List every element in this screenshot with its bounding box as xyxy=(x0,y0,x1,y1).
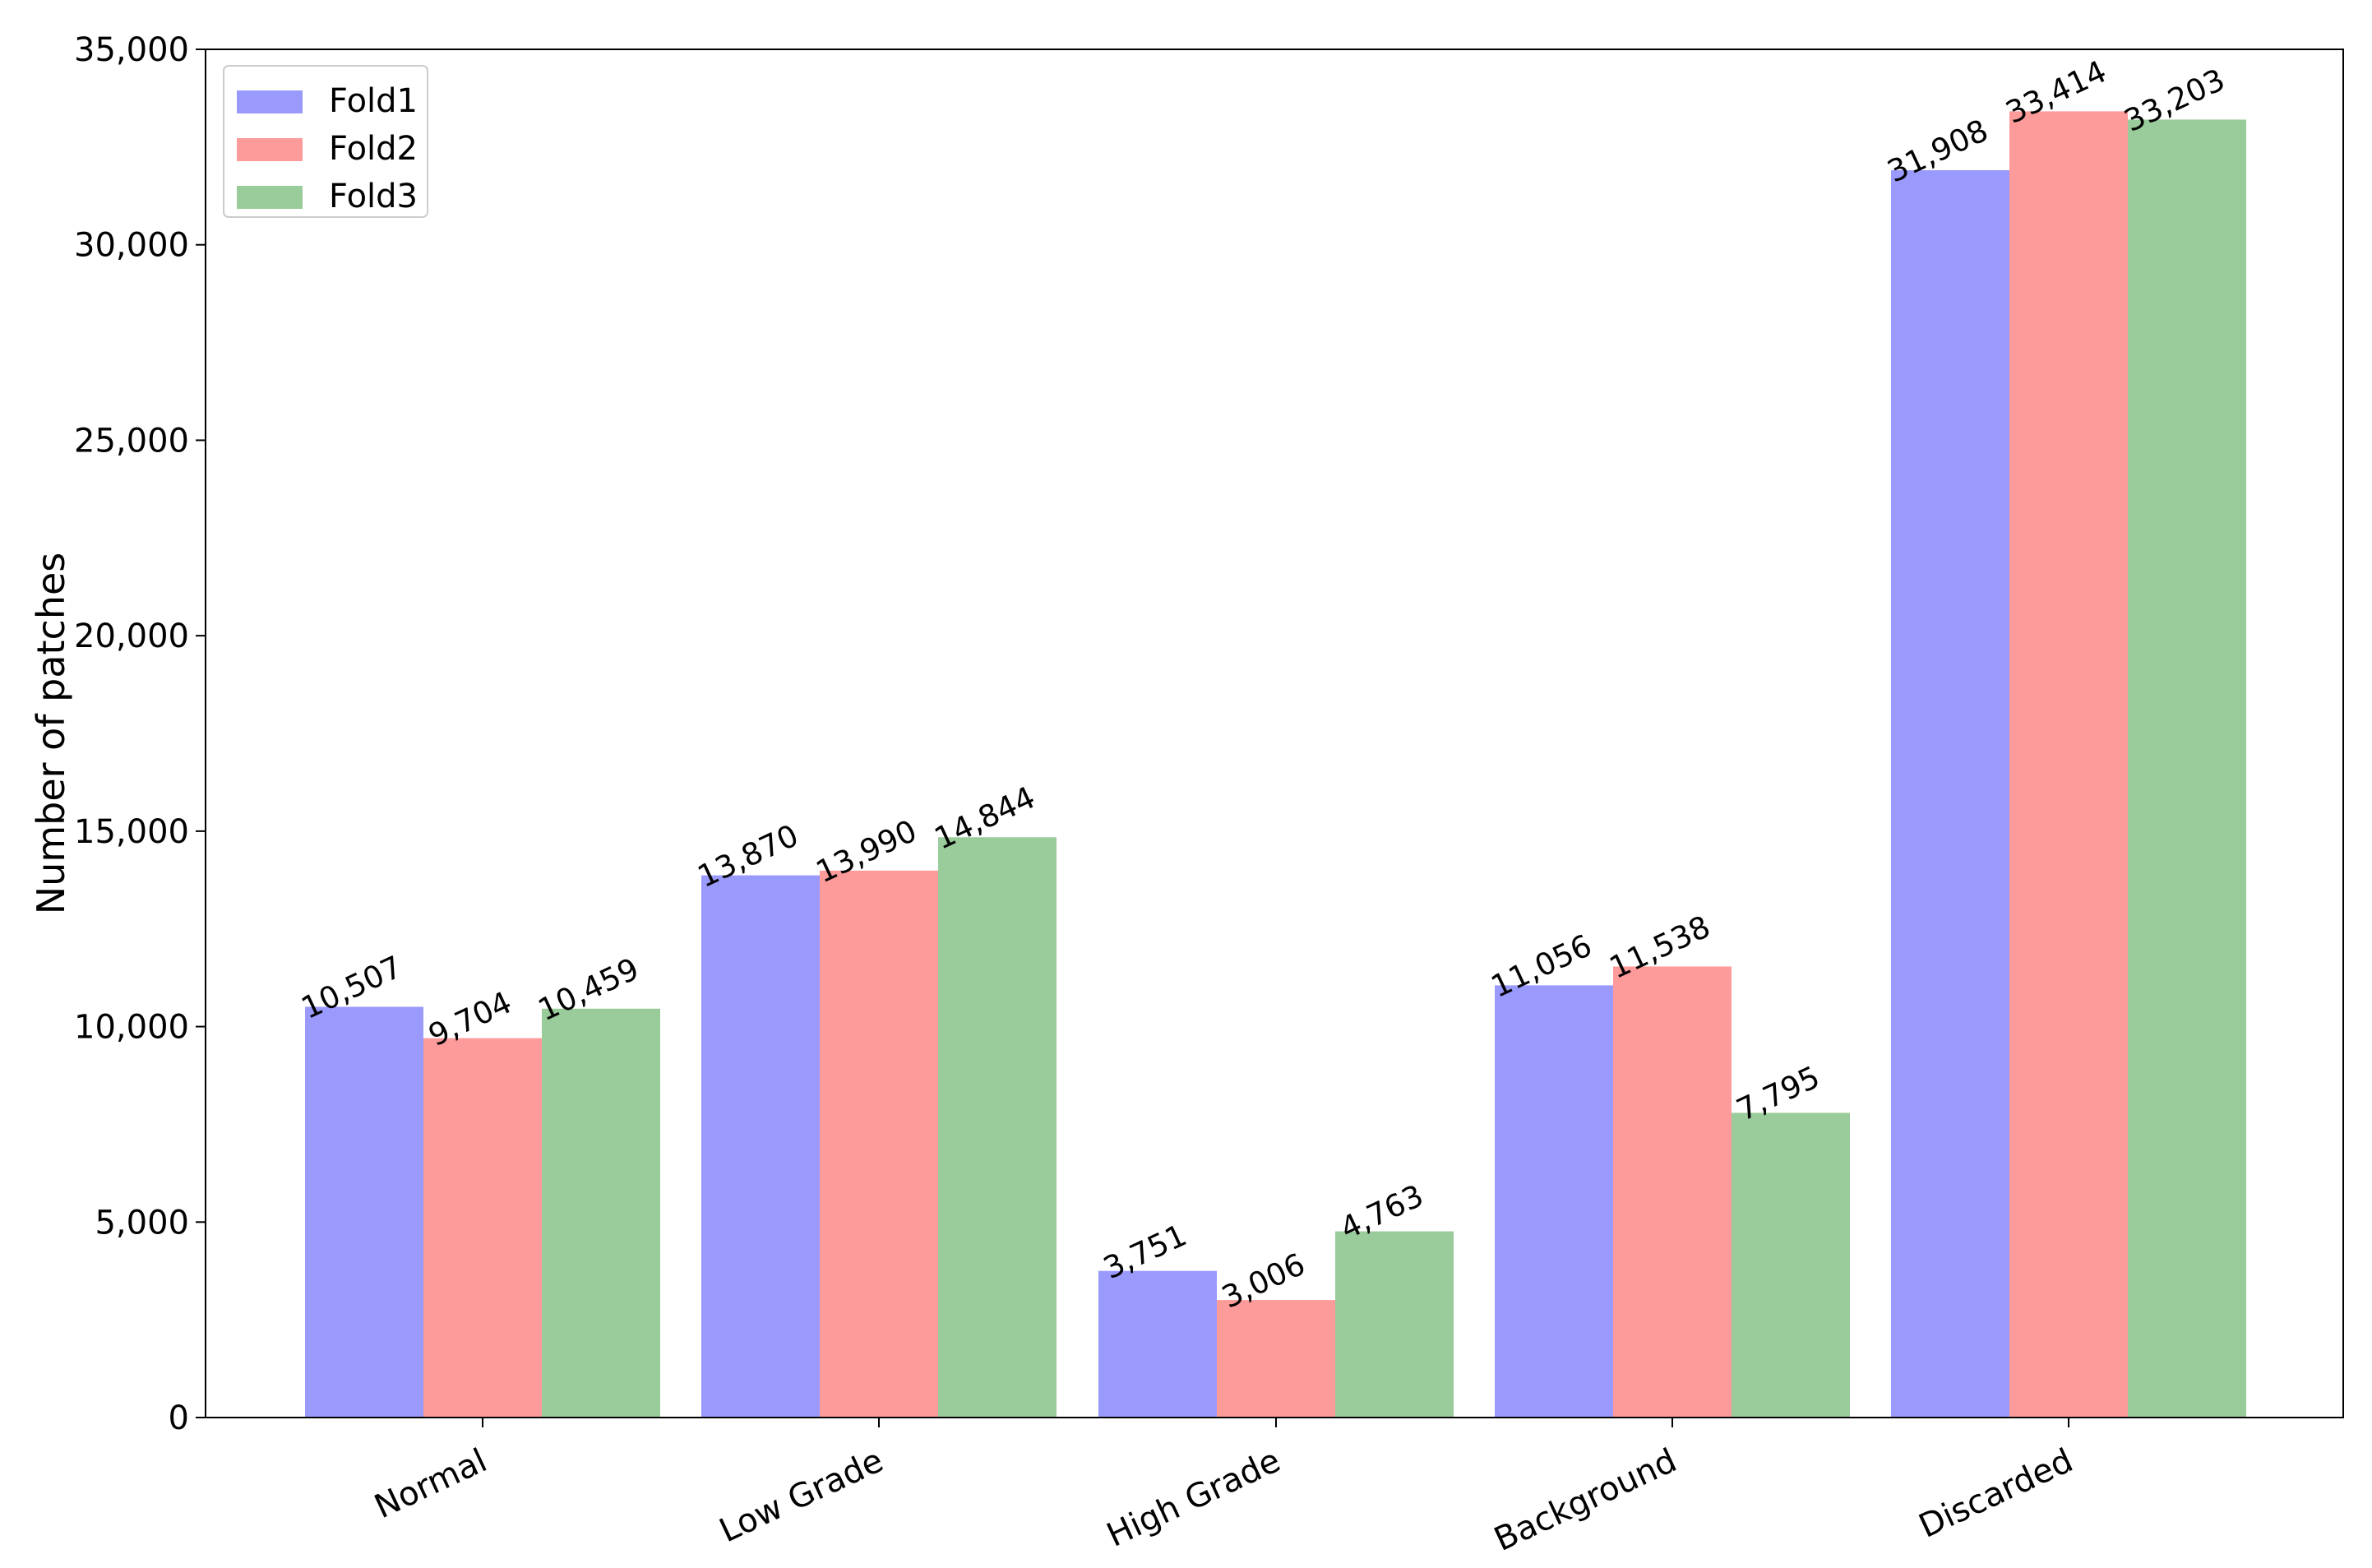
bar xyxy=(423,1038,542,1418)
plot-frame xyxy=(205,49,2344,1418)
y-tick-label: 30,000 xyxy=(74,227,189,265)
legend-label: Fold2 xyxy=(329,130,418,168)
y-tick-label: 25,000 xyxy=(74,422,189,460)
y-tick-label: 0 xyxy=(169,1399,189,1437)
bars-layer xyxy=(305,111,2246,1418)
legend-label: Fold3 xyxy=(329,178,418,215)
legend-swatch xyxy=(237,90,303,113)
legend: Fold1 Fold2 Fold3 xyxy=(223,65,428,218)
y-tick-label: 20,000 xyxy=(74,617,189,655)
legend-swatch xyxy=(237,186,303,209)
bar xyxy=(2009,111,2128,1418)
y-axis: 0 5,000 10,000 15,000 20,000 25,000 30,000 35,0… xyxy=(74,31,206,1437)
y-tick-label: 15,000 xyxy=(74,813,189,851)
bar xyxy=(1495,985,1613,1418)
bar xyxy=(542,1008,660,1418)
y-axis-title: Number of patches xyxy=(29,553,73,915)
bar xyxy=(1891,170,2009,1418)
bar xyxy=(305,1006,423,1418)
bar xyxy=(2128,119,2246,1418)
legend-swatch xyxy=(237,138,303,161)
bar xyxy=(1217,1300,1335,1418)
y-tick-label: 10,000 xyxy=(74,1009,189,1047)
bar xyxy=(701,875,820,1418)
bar xyxy=(820,870,938,1418)
bar xyxy=(1613,966,1732,1418)
y-tick-label: 5,000 xyxy=(95,1204,189,1242)
legend-label: Fold1 xyxy=(329,82,418,120)
y-tick-label: 35,000 xyxy=(74,31,189,69)
bar xyxy=(1732,1112,1850,1418)
bar xyxy=(1098,1270,1217,1418)
bar xyxy=(1335,1231,1454,1418)
bar xyxy=(938,837,1057,1418)
